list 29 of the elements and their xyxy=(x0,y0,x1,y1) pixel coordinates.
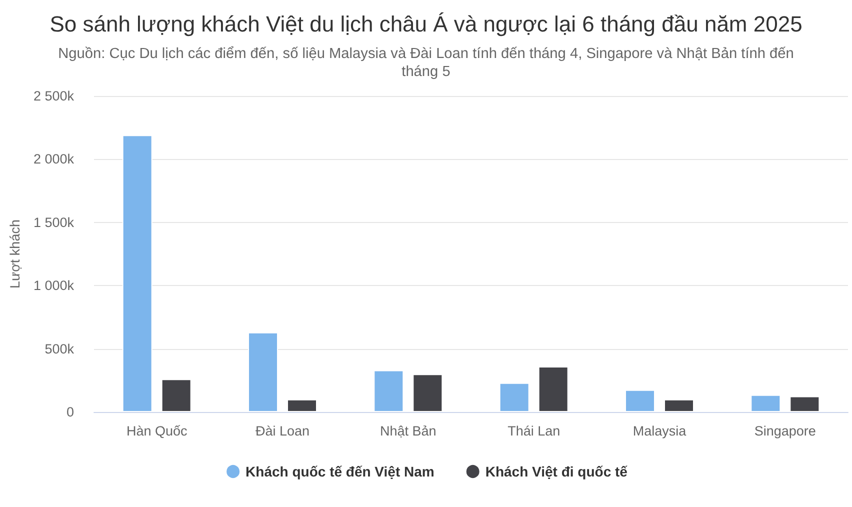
y-tick-label: 2 000k xyxy=(33,152,74,167)
legend-label: Khách quốc tế đến Việt Nam xyxy=(246,464,434,480)
y-tick-label: 2 500k xyxy=(33,88,74,104)
bar xyxy=(750,394,781,412)
bar xyxy=(625,390,655,412)
bar xyxy=(790,396,820,412)
bar xyxy=(538,366,568,412)
bar xyxy=(287,399,317,412)
bar xyxy=(499,382,530,412)
x-tick-label: Hàn Quốc xyxy=(126,424,188,438)
x-tick-label: Singapore xyxy=(754,424,816,438)
chart-title: So sánh lượng khách Việt du lịch châu Á và ngược lại 6 tháng đầu năm 2025 xyxy=(50,12,802,36)
x-tick-label: Malaysia xyxy=(632,424,687,438)
x-tick-label: Thái Lan xyxy=(508,424,560,438)
legend-label: Khách Việt đi quốc tế xyxy=(485,464,628,480)
bar xyxy=(374,370,404,412)
bar xyxy=(248,332,278,412)
x-tick-label: Nhật Bản xyxy=(380,424,436,438)
bar xyxy=(664,399,694,412)
bar xyxy=(161,379,192,412)
y-axis-title: Lượt khách xyxy=(8,220,22,288)
chart-subtitle: Nguồn: Cục Du lịch các điểm đến, số liệu Malaysia và Đài Loan tính đến tháng 4, Singapore và Nhật Bản tính đến tháng 5 xyxy=(57,45,795,81)
y-tick-label: 500k xyxy=(44,341,74,356)
x-tick-label: Đài Loan xyxy=(255,424,310,438)
y-tick-label: 1 000k xyxy=(33,278,74,294)
y-tick-label: 0 xyxy=(66,404,74,420)
bar xyxy=(122,135,152,412)
bar xyxy=(412,374,443,412)
y-tick-label: 1 500k xyxy=(33,214,74,230)
